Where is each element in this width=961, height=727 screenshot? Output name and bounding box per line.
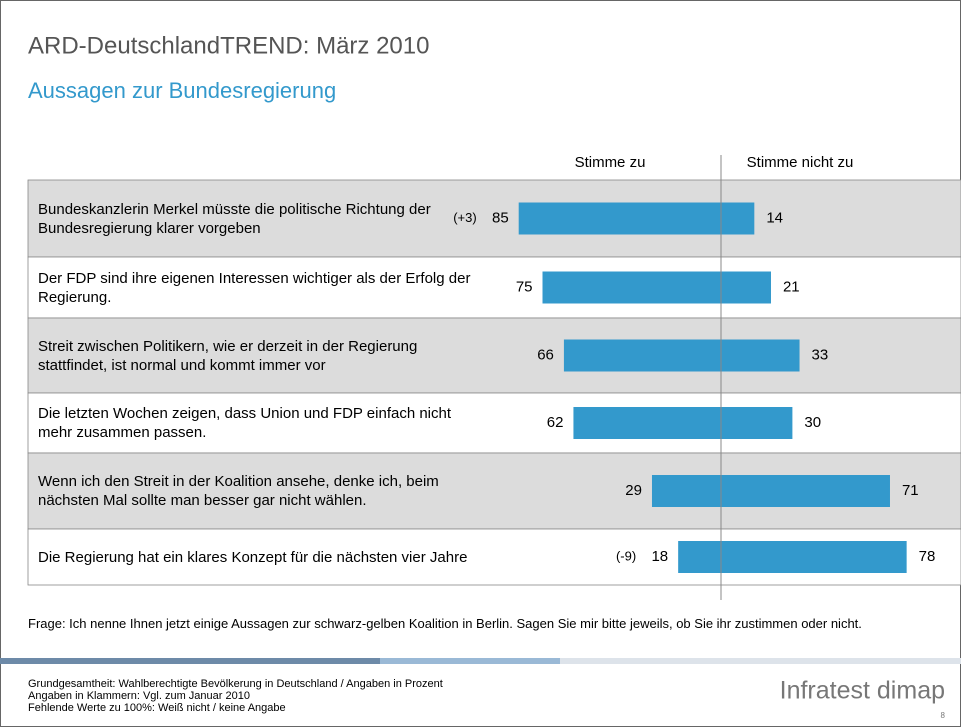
change-label: (+3)	[453, 210, 476, 225]
statement: Der FDP sind ihre eigenen Interessen wic…	[38, 269, 471, 306]
value-label: 21	[783, 278, 800, 295]
bar-disagree	[721, 271, 771, 304]
note: Fehlende Werte zu 100%: Weiß nicht / kei…	[28, 702, 286, 714]
bar-disagree	[721, 339, 800, 372]
bar-agree	[542, 271, 721, 304]
title: ARD-DeutschlandTREND: März 2010	[28, 32, 429, 59]
logo: Infratest dimap	[780, 677, 945, 705]
value-label: 71	[902, 482, 919, 499]
statement: Die Regierung hat ein klares Konzept für…	[38, 548, 468, 566]
bar-disagree	[721, 541, 907, 573]
value-label: 29	[625, 482, 642, 499]
value-label: 66	[537, 346, 554, 363]
note: Grundgesamtheit: Wahlberechtigte Bevölke…	[28, 678, 443, 690]
subtitle: Aussagen zur Bundesregierung	[28, 78, 336, 103]
note: Angaben in Klammern: Vgl. zum Januar 201…	[28, 690, 250, 702]
legend-label: Stimme nicht zu	[747, 154, 854, 171]
statement: Streit zwischen Politikern, wie er derze…	[38, 337, 418, 374]
bar-agree	[678, 541, 721, 573]
row-background	[27, 256, 961, 319]
bar-disagree	[721, 475, 890, 507]
statement: Wenn ich den Streit in der Koalition ans…	[38, 473, 439, 509]
bar-agree	[563, 339, 721, 372]
value-label: 78	[919, 548, 936, 565]
row-background	[27, 179, 961, 258]
page-number: 8	[941, 711, 946, 720]
value-label: 85	[492, 209, 509, 226]
value-label: 30	[804, 414, 821, 431]
bar-agree	[573, 407, 721, 439]
value-label: 75	[516, 278, 533, 295]
statement: Die letzten Wochen zeigen, dass Union un…	[38, 405, 452, 441]
footer-band	[0, 658, 380, 664]
bar-disagree	[721, 407, 793, 439]
value-label: 62	[547, 414, 564, 431]
value-label: 14	[766, 209, 783, 226]
statement: Bundeskanzlerin Merkel müsste die politi…	[38, 200, 431, 237]
change-label: (-9)	[616, 548, 636, 563]
value-label: 18	[651, 548, 668, 565]
bar-agree	[518, 202, 721, 235]
row-background	[27, 392, 961, 454]
question: Frage: Ich nenne Ihnen jetzt einige Auss…	[28, 616, 862, 631]
legend-label: Stimme zu	[575, 154, 646, 171]
value-label: 33	[812, 346, 829, 363]
bar-disagree	[721, 202, 755, 235]
row-background	[27, 317, 961, 394]
bar-agree	[651, 475, 721, 507]
footer-band	[380, 658, 560, 664]
